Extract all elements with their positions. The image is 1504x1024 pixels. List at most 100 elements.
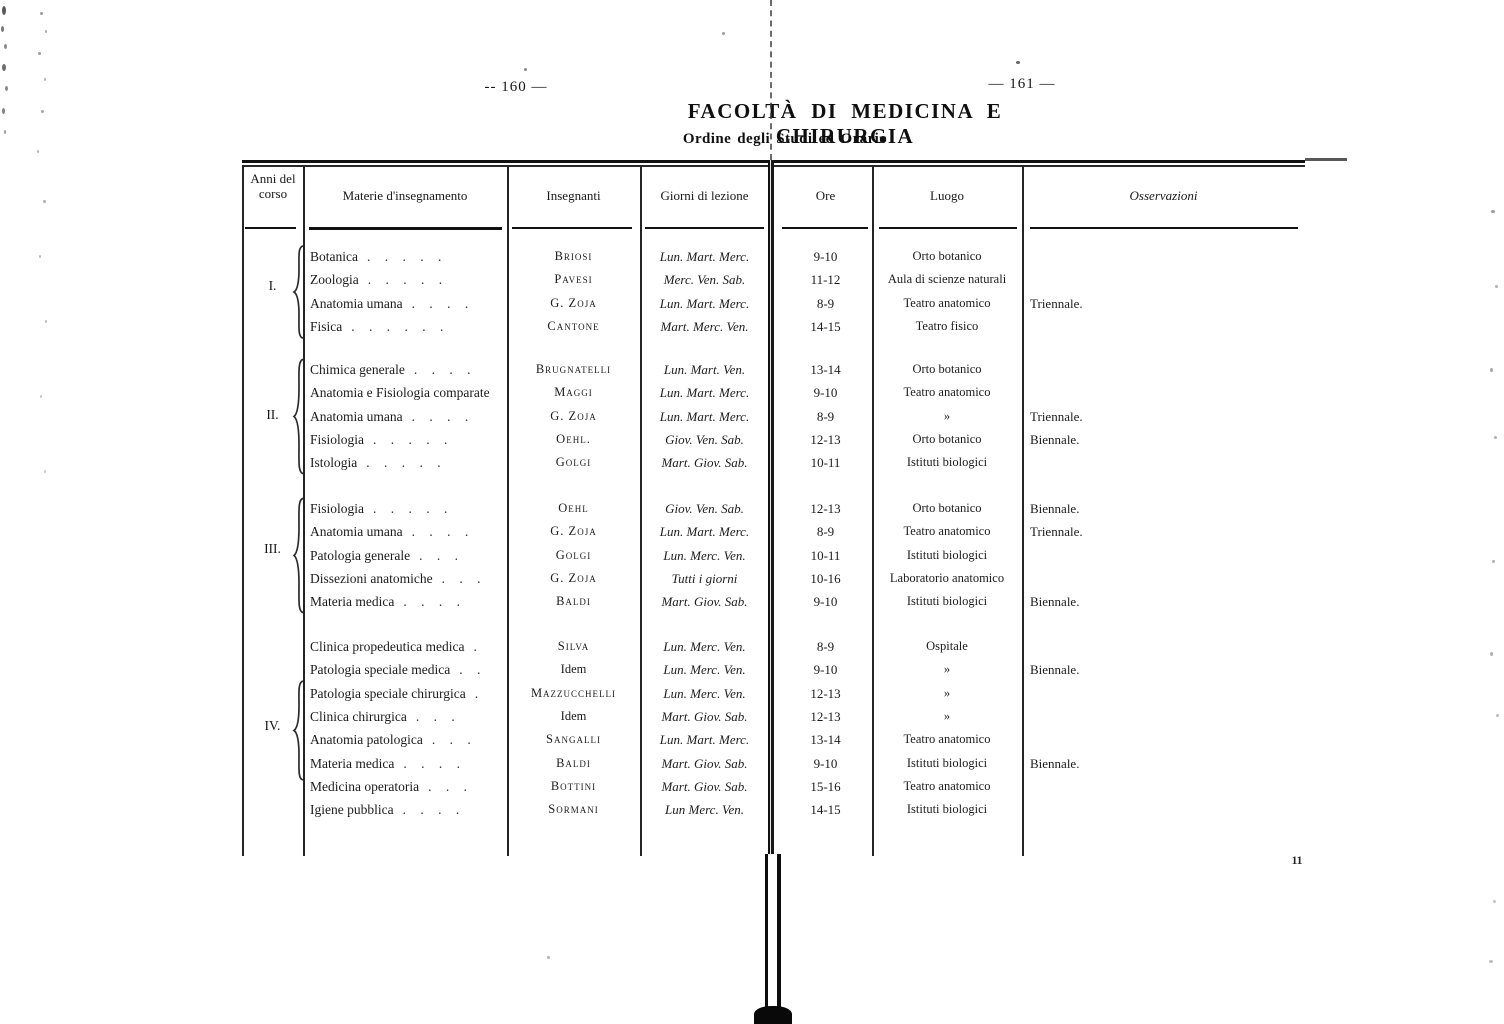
materia-text: Dissezioni anatomiche — [310, 571, 433, 587]
scan-speck — [44, 470, 46, 473]
scan-speck — [547, 956, 550, 959]
scan-speck — [41, 110, 44, 113]
cell-ore: 12-13 — [810, 709, 841, 725]
cell-insegnante: Golgi — [555, 547, 592, 562]
materia-text: Chimica generale — [310, 362, 405, 377]
book-gutter-blob — [754, 1006, 792, 1024]
column-divider — [507, 166, 509, 856]
year-label: III. — [264, 541, 281, 556]
cell-giorni: Lun. Mart. Merc. — [659, 295, 750, 311]
cell-insegnante: Briosi — [554, 249, 593, 263]
cell-osservazioni — [1030, 269, 1300, 290]
leader-dots: . — [474, 685, 479, 701]
cell-luogo: Istituti biologici — [906, 547, 988, 562]
cell-ore: 8-9 — [816, 408, 835, 424]
cell-insegnante: Pavesi — [554, 272, 593, 287]
scan-speck — [1490, 652, 1493, 656]
scan-speck — [1491, 210, 1495, 213]
cell-insegnante: Cantone — [547, 319, 600, 334]
cell-insegnante: Brugnatelli — [535, 362, 612, 376]
cell-luogo: Orto botanico — [912, 249, 982, 263]
scan-speck — [2, 64, 6, 71]
cell-insegnante: G. Zoja — [550, 295, 597, 310]
materia-text: Zoologia — [310, 272, 359, 288]
column-divider — [242, 166, 244, 856]
column-divider — [640, 166, 642, 856]
year-label: IV. — [264, 718, 281, 733]
cell-materia: Materia medica . . . . — [310, 753, 520, 774]
leader-dots: . . . . . — [373, 432, 448, 448]
column-divider — [872, 166, 874, 856]
cell-luogo: Teatro anatomico — [903, 385, 991, 400]
scan-speck — [45, 320, 47, 323]
cell-insegnante: Bottini — [550, 779, 597, 794]
cell-luogo: Laboratorio anatomico — [889, 571, 1005, 586]
leader-dots: . . . . . — [367, 272, 443, 288]
table-row: Dissezioni anatomiche . . . G. Zoja Tutti i… — [242, 568, 1305, 589]
cell-ore: 10-16 — [810, 571, 841, 587]
scan-speck — [40, 12, 43, 15]
cell-giorni: Lun. Merc. Ven. — [663, 662, 746, 678]
leader-dots: . . . — [419, 547, 458, 563]
page-number-right: — 161 — — [988, 76, 1056, 92]
cell-materia: Fisiologia . . . . . — [310, 429, 520, 450]
materia-text: Clinica chirurgica — [310, 709, 407, 725]
cell-materia: Zoologia . . . . . — [310, 269, 520, 290]
header-underline — [1030, 227, 1298, 229]
table-row: Istologia . . . . . Golgi Mart. Giov. Sab. 1… — [242, 452, 1305, 473]
cell-insegnante: Oehl. — [556, 432, 591, 447]
materia-text: Fisiologia — [310, 432, 365, 448]
cell-luogo: Teatro anatomico — [903, 732, 991, 747]
cell-insegnante: Sangalli — [546, 732, 601, 747]
cell-osservazioni — [1030, 545, 1300, 566]
table-row: Materia medica . . . . Baldi Mart. Giov. Sa… — [242, 591, 1305, 612]
leader-dots: . . . . . — [366, 455, 441, 471]
book-gutter-middle — [768, 160, 774, 854]
cell-insegnante: Baldi — [556, 594, 591, 609]
leader-dots: . . . . — [413, 362, 471, 377]
leader-dots: . . . — [441, 571, 481, 587]
column-header-anni: Anni del corso — [250, 171, 296, 201]
scan-speck — [1495, 285, 1498, 288]
cell-materia: Istologia . . . . . — [310, 452, 520, 473]
scan-speck — [1, 26, 4, 32]
cell-insegnante: Golgi — [555, 455, 592, 470]
table-row: Patologia speciale medica . . Idem Lun. Mer… — [242, 659, 1305, 680]
cell-insegnante: Oehl — [558, 501, 589, 515]
scan-speck — [1493, 900, 1496, 903]
materia-text: Clinica propedeutica medica — [310, 639, 465, 654]
materia-text: Materia medica — [310, 594, 395, 610]
year-group-brace — [292, 679, 306, 782]
cell-giorni: Mart. Giov. Sab. — [661, 594, 748, 610]
cell-giorni: Lun Merc. Ven. — [665, 802, 744, 818]
cell-materia: Chimica generale . . . . — [310, 359, 520, 380]
leader-dots: . . . — [415, 709, 455, 725]
materia-text: Anatomia umana — [310, 524, 403, 540]
cell-materia: Fisiologia . . . . . — [310, 498, 520, 519]
materia-text: Fisiologia — [310, 501, 365, 516]
printer-mark: 11 — [1291, 855, 1303, 867]
cell-ore: 12-13 — [810, 685, 841, 701]
table-row: Anatomia umana . . . . G. Zoja Lun. Mart. M… — [242, 293, 1305, 314]
cell-materia: Botanica . . . . . — [310, 246, 520, 267]
cell-giorni: Merc. Ven. Sab. — [663, 272, 746, 288]
materia-text: Patologia generale — [310, 547, 411, 563]
cell-luogo: Orto botanico — [912, 501, 982, 515]
materia-text: Anatomia e Fisiologia comparate — [310, 385, 490, 401]
book-gutter-top — [770, 0, 772, 160]
cell-osservazioni — [1030, 316, 1300, 337]
scan-speck — [524, 68, 527, 71]
cell-ore: 8-9 — [816, 295, 835, 311]
scan-speck — [40, 395, 42, 398]
cell-osservazioni — [1030, 706, 1300, 727]
materia-text: Botanica — [310, 249, 358, 264]
cell-giorni: Lun. Mart. Merc. — [659, 385, 750, 401]
header-underline — [645, 227, 764, 229]
cell-osservazioni: Triennale. — [1030, 295, 1083, 311]
cell-ore: 8-9 — [816, 524, 835, 540]
scan-speck — [4, 44, 7, 49]
cell-osservazioni: Biennale. — [1030, 432, 1080, 448]
scan-speck — [43, 200, 46, 203]
cell-ore: 13-14 — [810, 362, 841, 377]
